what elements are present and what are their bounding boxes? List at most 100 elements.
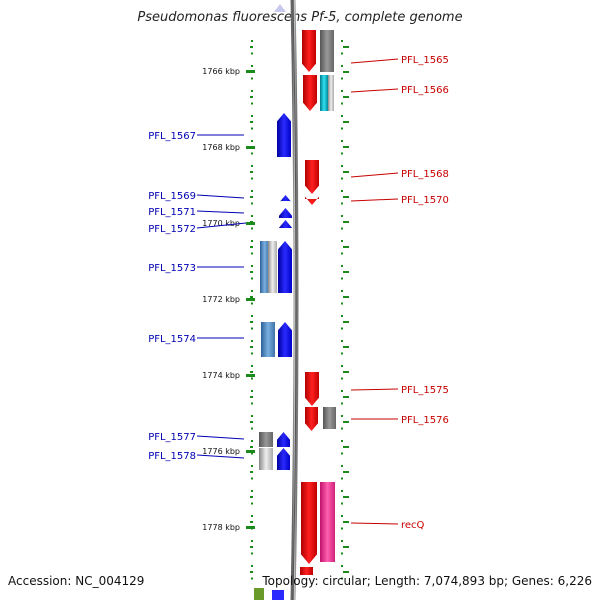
track-dot (343, 471, 349, 473)
track-dot (343, 396, 349, 398)
track-dot (341, 90, 343, 92)
track-dot (250, 571, 253, 573)
leader-line (350, 388, 399, 391)
track-dot (251, 177, 253, 180)
homolog-pfl1577 (259, 432, 273, 447)
track-dot (251, 302, 253, 305)
gene-label-reverse: PFL_1574 (148, 334, 196, 345)
track-dot (341, 177, 343, 180)
gene-label-reverse: PFL_1567 (148, 131, 196, 142)
track-dot (343, 71, 349, 73)
track-dot (251, 127, 253, 130)
track-dot (251, 215, 253, 217)
track-dot (251, 252, 253, 255)
ruler-tick-label: 1772 kbp (202, 295, 240, 304)
track-dot (343, 446, 349, 448)
track-dot (343, 371, 349, 373)
leader-line (196, 454, 245, 459)
gene-label-forward: PFL_1568 (401, 169, 449, 180)
leader-line (350, 522, 399, 525)
track-dot (251, 465, 253, 467)
track-dot (343, 321, 349, 323)
gene-label-reverse: PFL_1572 (148, 224, 196, 235)
homolog-pfl1566-a (320, 75, 328, 111)
track-dot (250, 321, 253, 323)
track-dot (343, 546, 349, 548)
map-title: Pseudomonas fluorescens Pf-5, complete g… (137, 10, 463, 25)
track-dot (251, 427, 253, 430)
gene-pfl1575 (305, 372, 319, 406)
ruler-tick-label: 1774 kbp (202, 371, 240, 380)
gene-label-forward: PFL_1565 (401, 55, 449, 66)
track-dot (251, 340, 253, 342)
track-dot (341, 390, 343, 392)
ruler-tick (246, 450, 255, 453)
track-dot (341, 215, 343, 217)
leader-line (350, 172, 399, 178)
track-dot (250, 521, 253, 523)
track-dot (341, 165, 343, 167)
track-dot (251, 402, 253, 405)
track-dot (251, 577, 253, 580)
track-dot (341, 327, 343, 330)
topology-text: Topology: circular; Length: 7,074,893 bp… (262, 574, 592, 588)
track-dot (250, 546, 253, 548)
homolog-pfl1574 (261, 322, 275, 357)
track-dot (250, 171, 253, 173)
track-dot (251, 90, 253, 92)
gene-pfl1568 (305, 160, 319, 194)
track-dot (251, 65, 253, 67)
track-dot (251, 52, 253, 55)
track-dot (343, 271, 349, 273)
ruler-tick-label: 1768 kbp (202, 143, 240, 152)
track-dot (251, 277, 253, 280)
track-dot (341, 540, 343, 542)
track-dot (343, 121, 349, 123)
gene-label-reverse: PFL_1573 (148, 263, 196, 274)
track-dot (250, 346, 253, 348)
feature-partial-blue (272, 590, 284, 600)
track-dot (341, 365, 343, 367)
track-dot (250, 496, 253, 498)
track-dot (251, 77, 253, 80)
track-dot (251, 352, 253, 355)
track-dot (251, 565, 253, 567)
gene-pfl1577 (277, 432, 290, 447)
ruler-tick-label: 1770 kbp (202, 219, 240, 228)
gene-label-reverse: PFL_1571 (148, 207, 196, 218)
homolog-pfl1576 (323, 407, 336, 429)
track-dot (251, 490, 253, 492)
track-dot (251, 290, 253, 292)
ruler-tick (246, 70, 255, 73)
track-dot (250, 246, 253, 248)
track-dot (341, 102, 343, 105)
track-dot (250, 46, 253, 48)
gene-partial-bottom (300, 567, 313, 575)
track-dot (343, 246, 349, 248)
track-dot (341, 527, 343, 530)
track-dot (341, 190, 343, 192)
gene-label-forward: PFL_1566 (401, 85, 449, 96)
track-dot (250, 396, 253, 398)
feature-track (254, 4, 336, 600)
track-dot (251, 165, 253, 167)
track-dot (251, 515, 253, 517)
gene-pfl1567 (277, 113, 291, 157)
ruler-tick-label: 1776 kbp (202, 447, 240, 456)
gene-labels: PFL_1567 PFL_1569 PFL_1571 PFL_1572 PFL_1573… (148, 55, 449, 531)
track-dot (341, 377, 343, 380)
track-dot (341, 227, 343, 230)
track-dot (343, 46, 349, 48)
track-dot (251, 152, 253, 155)
track-dot (251, 440, 253, 442)
track-dot (251, 40, 253, 42)
track-dot (251, 115, 253, 117)
track-dot (341, 40, 343, 42)
track-dot (250, 371, 253, 373)
track-dot (341, 65, 343, 67)
track-dot (341, 202, 343, 205)
track-dot (341, 452, 343, 455)
track-dot (341, 565, 343, 567)
gene-label-forward: PFL_1576 (401, 415, 449, 426)
